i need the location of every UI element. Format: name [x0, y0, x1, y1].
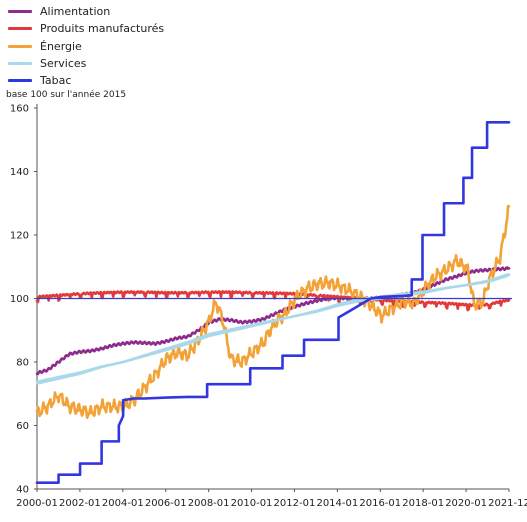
legend-item-energie[interactable]: Énergie: [8, 38, 164, 55]
y-tick-label: 120: [10, 231, 29, 242]
legend-label-energie: Énergie: [40, 39, 82, 53]
x-tick-label: 2006-01: [145, 498, 187, 509]
x-tick-label: 2012-01: [274, 498, 316, 509]
x-tick-label: 2002-01: [59, 498, 101, 509]
y-tick-label: 60: [16, 421, 29, 432]
legend: Alimentation Produits manufacturés Énerg…: [8, 3, 164, 89]
y-tick-label: 80: [16, 358, 29, 369]
x-tick-label: 2020-01: [445, 498, 487, 509]
y-axis-label: base 100 sur l'année 2015: [6, 90, 127, 100]
x-tick-label: 2004-01: [102, 498, 144, 509]
legend-swatch-alimentation: [8, 10, 32, 14]
legend-item-services[interactable]: Services: [8, 55, 164, 72]
legend-label-alimentation: Alimentation: [40, 5, 111, 19]
x-tick-label: 2008-01: [188, 498, 230, 509]
x-tick-label: 2016-01: [359, 498, 401, 509]
legend-swatch-energie: [8, 44, 32, 48]
series-line-energie: [35, 204, 511, 420]
series-line-services: [35, 272, 511, 385]
series-line-tabac: [35, 120, 511, 484]
x-tick-label: 2014-01: [316, 498, 358, 509]
series-group: [35, 120, 512, 484]
legend-swatch-produits-manufactures: [8, 27, 32, 31]
x-tick-label: 2021-12: [488, 498, 527, 509]
legend-label-services: Services: [40, 57, 87, 71]
x-tick-label: 2018-01: [402, 498, 444, 509]
x-tick-label: 2010-01: [231, 498, 273, 509]
legend-swatch-tabac: [8, 79, 32, 83]
y-tick-label: 160: [10, 104, 29, 115]
legend-item-tabac[interactable]: Tabac: [8, 72, 164, 89]
legend-item-produits-manufactures[interactable]: Produits manufacturés: [8, 20, 164, 37]
series-line-produits-manufactures: [35, 290, 511, 312]
legend-label-tabac: Tabac: [40, 74, 72, 88]
x-tick-label: 2000-01: [16, 498, 58, 509]
y-tick-label: 100: [10, 294, 29, 305]
legend-item-alimentation[interactable]: Alimentation: [8, 3, 164, 20]
axes: [34, 104, 510, 492]
y-tick-label: 140: [10, 167, 29, 178]
legend-swatch-services: [8, 62, 32, 66]
legend-label-produits-manufactures: Produits manufacturés: [40, 22, 165, 36]
y-tick-label: 40: [16, 485, 29, 496]
